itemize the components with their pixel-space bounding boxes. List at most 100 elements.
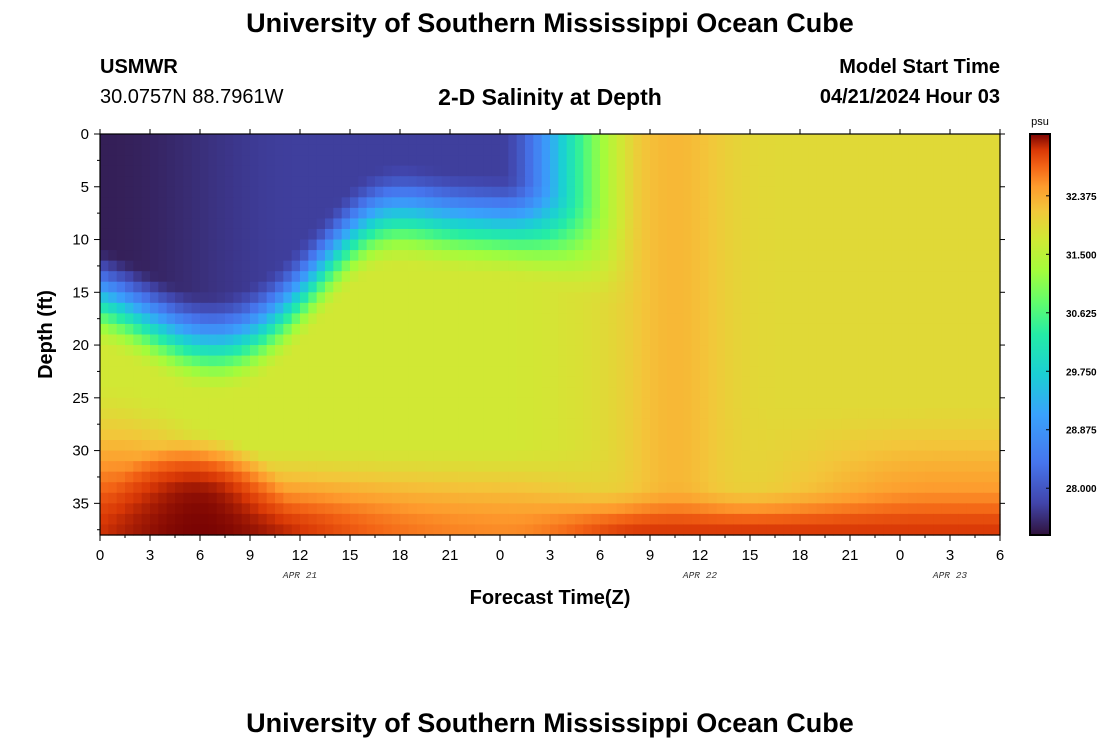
heatmap-cell <box>758 281 768 293</box>
heatmap-cell <box>675 387 684 399</box>
heatmap-cell <box>858 524 868 536</box>
heatmap-cell <box>133 482 143 494</box>
heatmap-cell <box>875 155 884 167</box>
heatmap-cell <box>858 218 868 230</box>
heatmap-cell <box>691 503 701 515</box>
heatmap-cell <box>108 176 118 188</box>
heatmap-cell <box>216 376 226 388</box>
heatmap-cell <box>725 524 734 536</box>
heatmap-cell <box>683 197 693 209</box>
heatmap-cell <box>758 260 768 272</box>
heatmap-cell <box>825 334 834 346</box>
heatmap-cell <box>925 281 934 293</box>
heatmap-cell <box>358 250 368 262</box>
heatmap-cell <box>833 461 843 473</box>
heatmap-cell <box>133 492 143 504</box>
colorbar-tick-label: 28.000 <box>1066 484 1097 495</box>
heatmap-cell <box>866 239 876 251</box>
heatmap-cell <box>383 482 393 494</box>
heatmap-cell <box>941 355 951 367</box>
heatmap-cell <box>158 176 168 188</box>
heatmap-cell <box>883 440 893 452</box>
heatmap-cell <box>316 503 326 515</box>
heatmap-cell <box>416 207 426 220</box>
heatmap-cell <box>466 292 476 304</box>
heatmap-cell <box>558 292 568 304</box>
heatmap-cell <box>550 239 559 251</box>
heatmap-cell <box>558 176 568 188</box>
heatmap-cell <box>725 503 734 515</box>
heatmap-cell <box>925 165 934 177</box>
heatmap-cell <box>750 366 759 378</box>
heatmap-cell <box>833 207 843 220</box>
heatmap-cell <box>666 239 676 251</box>
heatmap-cell <box>966 197 976 209</box>
heatmap-cell <box>916 503 926 515</box>
heatmap-cell <box>925 228 934 241</box>
heatmap-cell <box>183 387 193 399</box>
heatmap-cell <box>650 408 659 420</box>
heatmap-cell <box>541 302 551 314</box>
heatmap-cell <box>550 218 559 230</box>
heatmap-cell <box>300 228 309 241</box>
heatmap-cell <box>116 397 126 409</box>
heatmap-cell <box>950 429 959 441</box>
heatmap-cell <box>266 250 276 262</box>
heatmap-cell <box>283 397 293 409</box>
heatmap-cell <box>275 440 284 452</box>
heatmap-cell <box>216 197 226 209</box>
heatmap-cell <box>975 323 984 336</box>
heatmap-cell <box>991 144 1001 156</box>
heatmap-cell <box>991 334 1001 346</box>
heatmap-cell <box>600 292 609 304</box>
heatmap-cell <box>533 334 543 346</box>
heatmap-cell <box>400 482 409 494</box>
heatmap-cell <box>475 323 484 336</box>
heatmap <box>100 134 1001 536</box>
heatmap-cell <box>850 302 859 314</box>
heatmap-cell <box>116 155 126 167</box>
heatmap-cell <box>308 418 318 431</box>
heatmap-cell <box>483 176 493 188</box>
heatmap-cell <box>325 334 334 346</box>
heatmap-cell <box>641 376 651 388</box>
heatmap-cell <box>733 408 743 420</box>
heatmap-cell <box>416 176 426 188</box>
heatmap-cell <box>558 418 568 431</box>
heatmap-cell <box>800 345 809 357</box>
heatmap-cell <box>258 134 268 146</box>
heatmap-cell <box>991 503 1001 515</box>
heatmap-cell <box>775 323 784 336</box>
heatmap-cell <box>658 397 668 409</box>
heatmap-cell <box>441 302 451 314</box>
heatmap-cell <box>391 197 401 209</box>
heatmap-cell <box>641 165 651 177</box>
heatmap-cell <box>375 176 384 188</box>
heatmap-cell <box>700 492 709 504</box>
heatmap-cell <box>616 292 626 304</box>
heatmap-cell <box>258 418 268 431</box>
heatmap-cell <box>416 292 426 304</box>
heatmap-cell <box>616 376 626 388</box>
heatmap-cell <box>241 271 251 283</box>
heatmap-cell <box>333 281 343 293</box>
x-tick-label: 18 <box>392 547 409 564</box>
heatmap-cell <box>275 482 284 494</box>
heatmap-cell <box>891 165 901 177</box>
heatmap-cell <box>633 524 643 536</box>
heatmap-cell <box>233 165 243 177</box>
heatmap-cell <box>708 292 718 304</box>
heatmap-cell <box>266 271 276 283</box>
heatmap-cell <box>666 397 676 409</box>
heatmap-cell <box>450 260 459 272</box>
heatmap-cell <box>275 292 284 304</box>
heatmap-cell <box>808 440 818 452</box>
heatmap-cell <box>150 302 159 314</box>
heatmap-cell <box>716 134 726 146</box>
heatmap-cell <box>858 461 868 473</box>
heatmap-cell <box>800 513 809 526</box>
heatmap-cell <box>850 186 859 198</box>
heatmap-cell <box>925 387 934 399</box>
heatmap-cell <box>700 239 709 251</box>
heatmap-cell <box>125 334 134 346</box>
